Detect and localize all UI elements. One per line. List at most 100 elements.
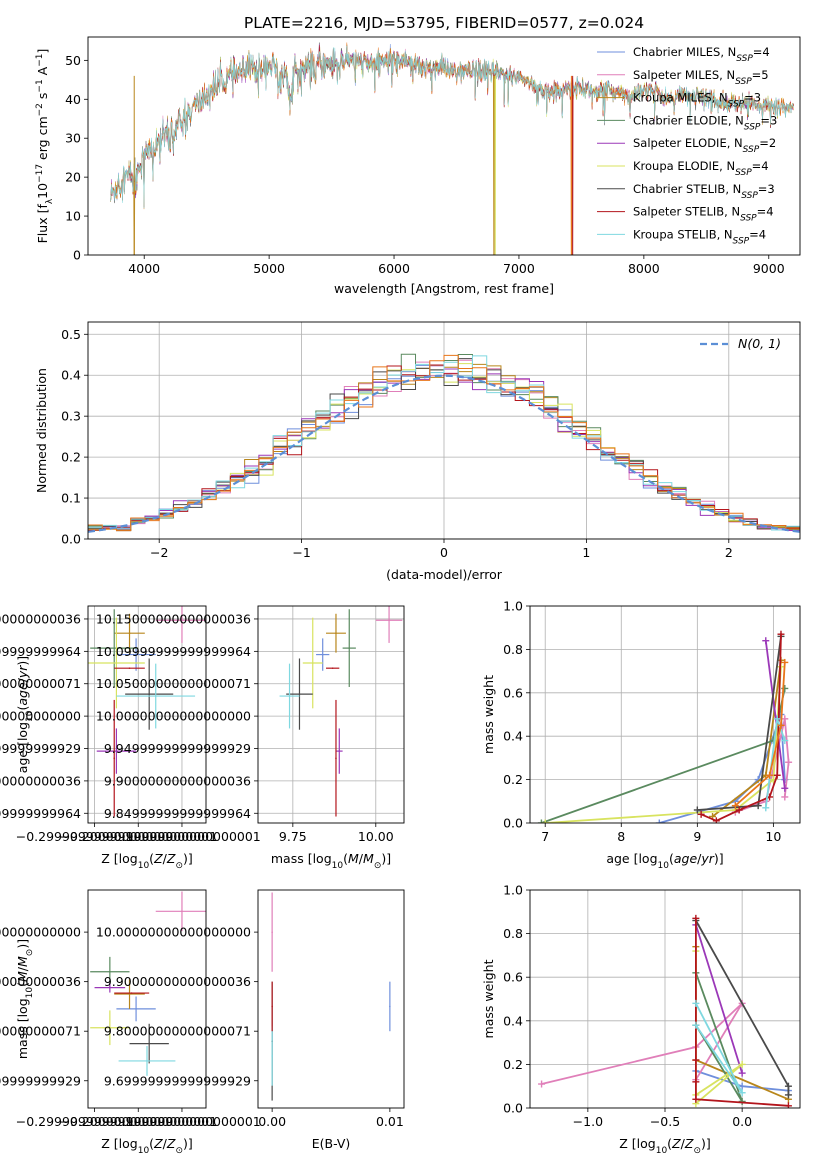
- legend-label-part: SSP: [736, 54, 753, 64]
- weight_vs_Z-series-line: [541, 1002, 743, 1085]
- age_vs_Z-frame: [87, 605, 207, 824]
- legend-label: Chabrier ELODIE, NSSP=3: [633, 113, 777, 132]
- age_vs_Z-point: [128, 667, 131, 669]
- residuals-y-tick-label: 0.2: [61, 450, 81, 465]
- weight_vs_Z-y-tick-label: 1.0: [503, 883, 523, 898]
- age_vs_Z-plot-area: [88, 606, 206, 823]
- spectrum-y-label-part: s: [35, 93, 50, 104]
- legend-label: Chabrier STELIB, NSSP=3: [633, 182, 775, 201]
- age_vs_mass-y-tick-label: 9.90000000000000036: [104, 773, 251, 788]
- weight_vs_Z-y-tick-label: 0.6: [503, 970, 523, 985]
- legend-label: Kroupa STELIB, NSSP=4: [633, 227, 766, 246]
- age_vs_Z-y-label-part: (: [15, 706, 30, 711]
- age_vs_Z-point: [113, 757, 116, 760]
- residuals-x-label: (data-model)/error: [386, 567, 503, 582]
- age_vs_mass-x-label-part: M: [348, 851, 359, 866]
- age_vs_mass-y-tick-label: 10.00000000000000000: [96, 709, 251, 724]
- legend-label-part: SSP: [733, 236, 750, 246]
- age_vs_mass-x-label: mass [log10(M/M⊙)]: [271, 851, 391, 871]
- spectrum-x-tick-label: 7000: [503, 261, 535, 276]
- age_vs_Z-x-label-part: )]: [183, 851, 193, 866]
- weight_vs_age-y-label: mass weight: [481, 675, 496, 754]
- spectrum-y-label-part: −1: [35, 79, 45, 92]
- mass_vs_Z-frame: [87, 889, 207, 1109]
- age_vs_mass-x-label-part: 10: [332, 861, 344, 871]
- residuals-y-tick-label: 0.3: [61, 409, 81, 424]
- age_vs_Z-point: [113, 647, 116, 649]
- mass_vs_Z-point: [109, 986, 111, 989]
- mass_vs_Z-x-tick-label: −0.10000000000000001: [103, 1114, 261, 1129]
- spectrum-y-tick-label: 20: [65, 170, 81, 185]
- spectrum-y-label-part: λ: [45, 198, 55, 204]
- spectrum-y-label-part: −2: [35, 103, 45, 116]
- residuals-frame: [87, 321, 801, 540]
- age_vs_Z-x-tick-label: −0.29999999999999999: [16, 829, 174, 844]
- age_vs_Z-x-label-part: Z: [153, 851, 163, 866]
- mass_vs_Z-x-label-part: 10: [138, 1146, 150, 1156]
- age_vs_mass-point: [338, 750, 341, 752]
- age_vs_mass-plot-area: [258, 606, 404, 823]
- residuals-plot-area: [88, 322, 800, 539]
- legend-label-part: =5: [752, 68, 769, 82]
- mass_vs_EBV-x-tick-label: 0.01: [376, 1114, 404, 1129]
- mass_vs_Z-x-tick-label: −0.20000000000000001: [59, 1114, 217, 1129]
- legend-label-part: Chabrier STELIB, N: [633, 182, 741, 196]
- weight_vs_age-x-label: age [log10(age/yr)]: [606, 851, 723, 871]
- mass_vs_Z-y-label-part: M: [15, 956, 30, 967]
- age-vs-metallicity-panel: −0.29999999999999999−0.20000000000000001…: [0, 605, 261, 871]
- legend-label-part: SSP: [740, 214, 757, 224]
- mass_vs_Z-y-label-part: /: [15, 966, 30, 971]
- age_vs_mass-y-tick-label: 9.94999999999999929: [104, 741, 251, 756]
- age_vs_mass-x-tick-label: 9.75: [279, 829, 307, 844]
- residuals-panel: −2 −1 0 1 2 0.0 0.1 0.2 0.3 0.4 0.5 N(0, 1) (data-mo…: [34, 321, 801, 582]
- age_vs_Z-point: [181, 619, 183, 622]
- legend-label: Salpeter ELODIE, NSSP=2: [633, 136, 776, 155]
- weight_vs_age-y-tick-label: 0.0: [503, 816, 523, 831]
- weight_vs_Z-y-tick-label: 0.8: [503, 926, 523, 941]
- weight_vs_Z-x-label-part: 10: [656, 1146, 668, 1156]
- age_vs_Z-y-label-part: age: [15, 682, 30, 706]
- legend-label-part: =4: [752, 159, 769, 173]
- weight_vs_age-y-tick-label: 0.4: [503, 729, 523, 744]
- age_vs_Z-x-tick-label: −0.20000000000000001: [59, 829, 217, 844]
- weight_vs_Z-y-tick-label: 0.0: [503, 1101, 523, 1116]
- age_vs_Z-y-label-part: /: [15, 677, 30, 682]
- age_vs_Z-y-tick-label: 9.84999999999999964: [0, 806, 81, 821]
- weight_vs_Z-x-label-part: /: [681, 1136, 686, 1151]
- age_vs_mass-point: [348, 647, 351, 649]
- residuals-x-tick-label: −2: [150, 545, 168, 560]
- legend-label-part: SSP: [728, 100, 745, 110]
- histogram-step: [88, 358, 800, 532]
- residuals-x-tick-label: 0: [440, 545, 448, 560]
- legend-label-part: SSP: [741, 191, 758, 201]
- age_vs_mass-point: [331, 667, 334, 669]
- mass_vs_EBV-y-tick-label: 9.80000000000000071: [104, 1024, 251, 1039]
- legend-label: Salpeter MILES, NSSP=5: [633, 68, 769, 87]
- weight_vs_age-x-label-part: /: [697, 851, 702, 866]
- age_vs_Z-x-label: Z [log10(Z/Z⊙)]: [101, 851, 193, 871]
- mass_vs_Z-y-label-part: (: [15, 982, 30, 987]
- age_vs_mass-point: [388, 619, 390, 622]
- weight_vs_age-x-tick-label: 9: [693, 829, 701, 844]
- spectrum-y-label-part: 10: [35, 183, 50, 199]
- age_vs_mass-point: [335, 757, 337, 760]
- weight_vs_age-x-label-part: )]: [714, 851, 724, 866]
- age_vs_mass-point: [311, 662, 314, 664]
- spectrum-line: [110, 45, 794, 209]
- weight_vs_Z-series-line: [695, 924, 743, 1074]
- age_vs_Z-point: [154, 695, 157, 697]
- mass_vs_EBV-y-tick-label: 10.00000000000000000: [96, 925, 251, 940]
- age_vs_Z-x-label-part: Z: [166, 851, 176, 866]
- legend-label-part: Salpeter MILES, N: [633, 68, 735, 82]
- mass_vs_Z-y-label-part: 10: [25, 987, 35, 999]
- age_vs_Z-x-tick-label: −0.10000000000000001: [103, 829, 261, 844]
- mass_vs_EBV-point: [271, 1005, 273, 1008]
- age_vs_mass-point: [298, 693, 301, 695]
- spectrum-plot-area: [110, 42, 794, 255]
- age_vs_Z-x-label-part: /: [163, 851, 168, 866]
- mass_vs_Z-y-tick-label: 9.90000000000000036: [0, 974, 81, 989]
- residuals-y-tick-label: 0.0: [61, 532, 81, 547]
- weight_vs_Z-x-label-part: (: [667, 1136, 672, 1151]
- residuals-x-tick-label: 1: [582, 545, 590, 560]
